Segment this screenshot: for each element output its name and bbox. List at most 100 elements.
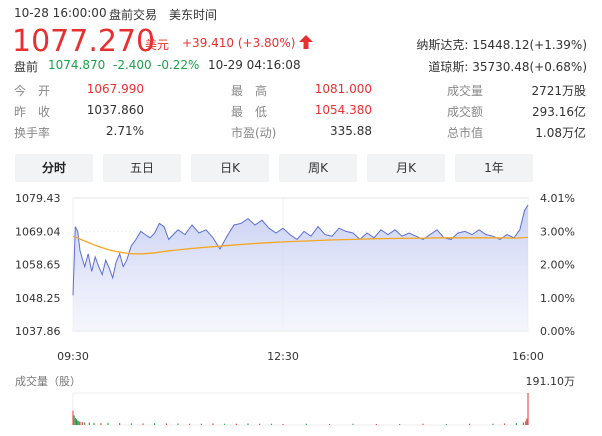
- stat-label: 昨 收: [14, 105, 51, 119]
- volume-bar: [259, 423, 261, 425]
- volume-bar: [352, 423, 354, 425]
- premarket-percent: -0.22%: [157, 58, 200, 72]
- tab-weekly-k[interactable]: 周K: [279, 154, 357, 182]
- volume-bar: [526, 418, 528, 425]
- volume-bar: [165, 423, 167, 425]
- premarket-price: 1074.870: [48, 58, 106, 72]
- volume-bar: [77, 420, 79, 425]
- stat-value-pe: 335.88: [330, 124, 372, 138]
- volume-bar: [399, 424, 401, 425]
- volume-bar: [270, 423, 272, 425]
- volume-bar: [224, 423, 226, 425]
- volume-max-label: 191.10万: [526, 375, 576, 388]
- volume-bar: [247, 423, 249, 425]
- stat-value-prev-close: 1037.860: [86, 103, 144, 117]
- volume-bar: [189, 423, 191, 425]
- volume-bar: [72, 410, 74, 425]
- stat-value-turnover: 2.71%: [105, 124, 144, 138]
- volume-bars: [72, 393, 529, 425]
- volume-bar: [154, 423, 156, 425]
- timezone-label: 美东时间: [169, 8, 218, 22]
- volume-plot-frame: [72, 392, 529, 426]
- average-price-line: [72, 235, 529, 255]
- quote-datetime: 10-28 16:00:00: [14, 6, 107, 20]
- volume-bar: [107, 422, 109, 425]
- y-tick-percent-label: 4.01%: [540, 192, 575, 205]
- stat-value-open: 1067.990: [86, 82, 144, 96]
- index-nasdaq[interactable]: 纳斯达克: 15448.12(+1.39%): [416, 36, 587, 53]
- y-tick-percent-label: 0.00%: [540, 325, 575, 338]
- volume-bar: [78, 421, 80, 425]
- volume-bar: [142, 423, 144, 425]
- y-tick-label: 1079.43: [15, 192, 61, 205]
- index-value: 15448.12(+1.39%): [472, 38, 587, 52]
- tab-daily-k[interactable]: 日K: [191, 154, 269, 182]
- intraday-chart[interactable]: 1079.43 1069.04 1058.65 1048.25 1037.86 4.01…: [0, 186, 602, 436]
- y-tick-label: 1058.65: [15, 259, 61, 272]
- y-tick-percent-label: 1.00%: [540, 292, 575, 305]
- premarket-label: 盘前: [14, 60, 39, 74]
- premarket-time: 10-29 04:16:08: [208, 58, 301, 72]
- stat-label: 成交量: [447, 84, 484, 98]
- stat-value-amount: 293.16亿: [532, 105, 586, 119]
- stat-label: 今 开: [14, 84, 51, 98]
- y-tick-label: 1037.86: [15, 325, 61, 338]
- y-tick-label: 1069.04: [15, 225, 61, 238]
- y-tick-percent-label: 2.00%: [540, 259, 575, 272]
- tab-monthly-k[interactable]: 月K: [367, 154, 445, 182]
- stat-label: 最 低: [231, 105, 268, 119]
- stat-label: 总市值: [447, 126, 484, 140]
- price-line: [72, 204, 529, 296]
- volume-bar: [305, 423, 307, 425]
- volume-bar: [515, 423, 517, 425]
- tab-intraday[interactable]: 分时: [15, 154, 93, 182]
- volume-bar: [119, 423, 121, 425]
- x-tick-label: 16:00: [512, 350, 544, 363]
- currency-label: 美元: [145, 38, 170, 52]
- stat-label: 换手率: [14, 126, 51, 140]
- volume-bar: [93, 422, 95, 425]
- volume-bar: [79, 421, 81, 425]
- volume-bar: [525, 421, 527, 425]
- volume-label: 成交量（股）: [15, 374, 81, 388]
- volume-bar: [504, 423, 506, 425]
- volume-bar: [375, 424, 377, 425]
- index-name: 道琼斯:: [428, 60, 469, 74]
- y-tick-label: 1048.25: [15, 292, 61, 305]
- volume-bar: [88, 422, 90, 425]
- index-value: 35730.48(+0.68%): [472, 60, 587, 74]
- stat-value-market-cap: 1.08万亿: [535, 126, 586, 140]
- up-arrow-icon: [299, 35, 313, 49]
- volume-bar: [445, 424, 447, 425]
- volume-bar: [177, 423, 179, 425]
- stat-value-volume: 2721万股: [531, 84, 586, 98]
- premarket-change: -2.400: [113, 58, 152, 72]
- volume-bar: [235, 423, 237, 425]
- volume-bar: [492, 423, 494, 425]
- stat-label: 最 高: [231, 84, 268, 98]
- session-label: 盘前交易: [109, 8, 158, 22]
- stat-label: 成交额: [447, 105, 484, 119]
- stat-value-high: 1081.000: [314, 82, 372, 96]
- x-tick-label: 09:30: [57, 350, 89, 363]
- volume-bar: [84, 422, 86, 425]
- volume-bar: [130, 423, 132, 425]
- volume-bar: [76, 419, 77, 425]
- stat-value-low: 1054.380: [314, 103, 372, 117]
- volume-bar: [212, 423, 214, 425]
- tab-five-day[interactable]: 五日: [103, 154, 181, 182]
- tab-one-year[interactable]: 1年: [455, 154, 533, 182]
- price-area: [73, 204, 528, 331]
- volume-bar: [422, 423, 424, 425]
- volume-bar: [329, 424, 331, 425]
- volume-bar: [200, 423, 202, 425]
- volume-bar: [81, 422, 83, 425]
- volume-bar: [100, 423, 102, 425]
- last-price: 1077.270: [12, 24, 156, 59]
- index-dow[interactable]: 道琼斯: 35730.48(+0.68%): [428, 58, 587, 75]
- volume-bar: [469, 423, 471, 425]
- x-tick-label: 12:30: [267, 350, 299, 363]
- volume-bar: [527, 393, 529, 425]
- volume-bar: [522, 422, 524, 425]
- y-tick-percent-label: 3.00%: [540, 225, 575, 238]
